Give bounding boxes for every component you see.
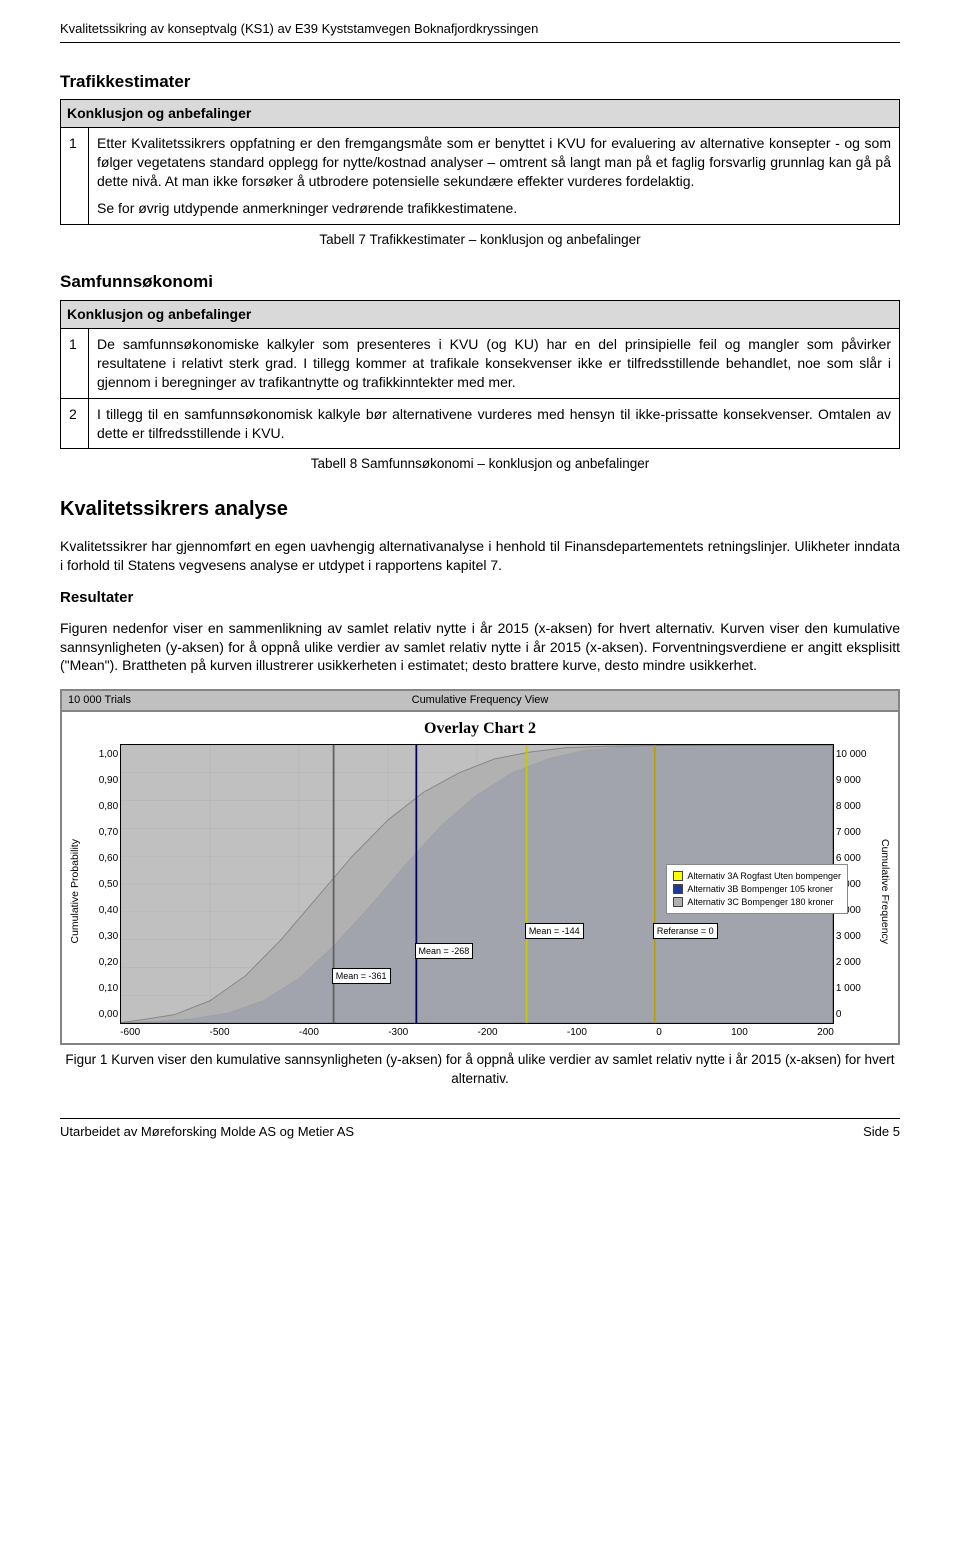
chart-annotation: Referanse = 0: [653, 923, 718, 939]
row-num: 1: [61, 128, 89, 225]
para: Kvalitetssikrer har gjennomført en egen …: [60, 537, 900, 575]
table-samfunnsokonomi: Konklusjon og anbefalinger 1 De samfunns…: [60, 300, 900, 449]
para: Etter Kvalitetssikrers oppfatning er den…: [97, 134, 891, 191]
page-header: Kvalitetssikring av konseptvalg (KS1) av…: [60, 20, 900, 43]
sub-title-resultater: Resultater: [60, 588, 900, 608]
table-caption: Tabell 8 Samfunnsøkonomi – konklusjon og…: [60, 455, 900, 473]
chart-view-mode: Cumulative Frequency View: [343, 693, 618, 708]
chart-annotation: Mean = -361: [332, 968, 391, 984]
footer-left: Utarbeidet av Møreforsking Molde AS og M…: [60, 1123, 354, 1141]
section-title-trafikkestimater: Trafikkestimater: [60, 71, 900, 94]
table-trafikkestimater: Konklusjon og anbefalinger 1 Etter Kvali…: [60, 99, 900, 224]
para: De samfunnsøkonomiske kalkyler som prese…: [97, 335, 891, 392]
y-axis-left: 1,000,900,800,700,600,500,400,300,200,10…: [84, 744, 120, 1040]
chart-annotation: Mean = -144: [525, 923, 584, 939]
table-header: Konklusjon og anbefalinger: [61, 301, 900, 329]
section-title-samfunnsokonomi: Samfunnsøkonomi: [60, 271, 900, 294]
chart-annotation: Mean = -268: [415, 943, 474, 959]
para: Figuren nedenfor viser en sammenlikning …: [60, 619, 900, 676]
para: Se for øvrig utdypende anmerkninger vedr…: [97, 199, 891, 218]
figure-caption: Figur 1 Kurven viser den kumulative sann…: [60, 1051, 900, 1087]
y-axis-label-left: Cumulative Probability: [66, 744, 84, 1040]
row-num: 2: [61, 398, 89, 449]
x-axis: -600-500-400-300-200-1000100200: [120, 1024, 834, 1040]
row-num: 1: [61, 328, 89, 398]
chart-topbar: 10 000 Trials Cumulative Frequency View: [62, 691, 898, 712]
footer-right: Side 5: [863, 1123, 900, 1141]
overlay-chart: 10 000 Trials Cumulative Frequency View …: [60, 689, 900, 1045]
row-content: De samfunnsøkonomiske kalkyler som prese…: [89, 328, 900, 398]
row-content: Etter Kvalitetssikrers oppfatning er den…: [89, 128, 900, 225]
chart-trials: 10 000 Trials: [68, 693, 343, 708]
table-caption: Tabell 7 Trafikkestimater – konklusjon o…: [60, 231, 900, 249]
section-title-analyse: Kvalitetssikrers analyse: [60, 496, 900, 523]
row-content: I tillegg til en samfunnsøkonomisk kalky…: [89, 398, 900, 449]
chart-title: Overlay Chart 2: [62, 712, 898, 744]
page-footer: Utarbeidet av Møreforsking Molde AS og M…: [60, 1118, 900, 1141]
table-header: Konklusjon og anbefalinger: [61, 100, 900, 128]
chart-legend: Alternativ 3A Rogfast Uten bompengerAlte…: [666, 864, 848, 914]
para: I tillegg til en samfunnsøkonomisk kalky…: [97, 405, 891, 443]
y-axis-label-right: Cumulative Frequency: [876, 744, 894, 1040]
